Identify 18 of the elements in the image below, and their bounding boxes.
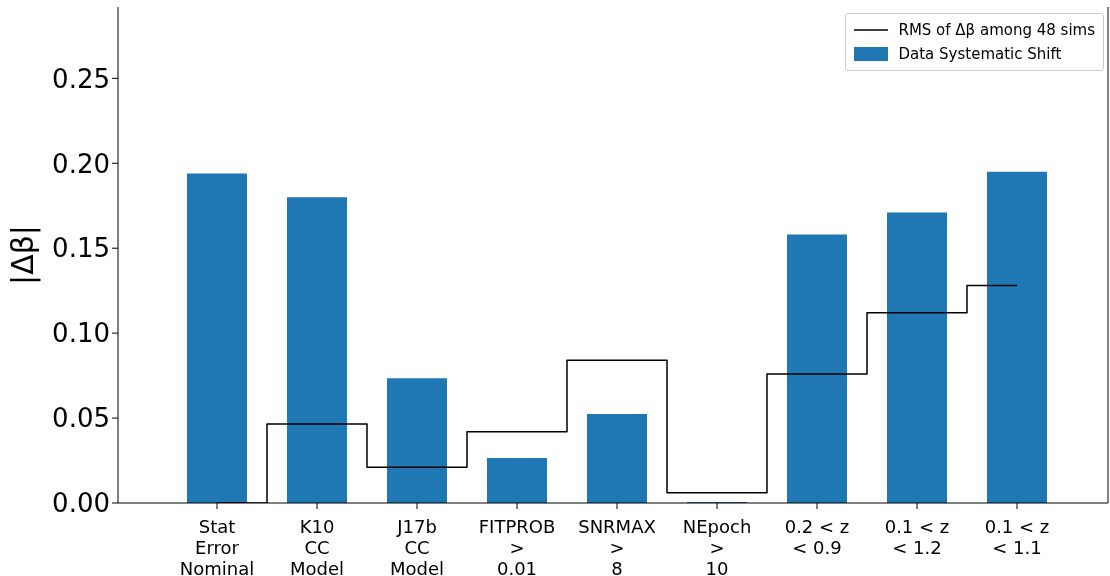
y-tick-label: 0.10: [52, 318, 110, 349]
y-tick-label: 0.20: [52, 148, 110, 179]
x-tick-label: 0.2 < z < 0.9: [784, 516, 850, 558]
x-tick-label: 0.1 < z < 1.2: [884, 516, 950, 558]
x-tick-label: 0.1 < z < 1.1: [984, 516, 1050, 558]
x-tick-label: Stat Error Nominal: [179, 516, 255, 576]
y-tick-label: 0.05: [52, 403, 110, 434]
x-tick-label: NEpoch > 10: [682, 516, 752, 576]
legend-label: RMS of Δβ among 48 sims: [898, 20, 1095, 41]
x-tick-label: K10 CC Model: [289, 516, 345, 576]
x-tick-label: FITPROB > 0.01: [478, 516, 556, 576]
y-axis-title: |Δβ|: [4, 225, 41, 285]
y-tick-label: 0.00: [52, 488, 110, 519]
legend-label: Data Systematic Shift: [898, 44, 1062, 65]
y-tick-label: 0.15: [52, 233, 110, 264]
y-tick-label: 0.25: [52, 63, 110, 94]
x-tick-label: SNRMAX > 8: [578, 516, 656, 576]
x-tick-label: J17b CC Model: [389, 516, 445, 576]
